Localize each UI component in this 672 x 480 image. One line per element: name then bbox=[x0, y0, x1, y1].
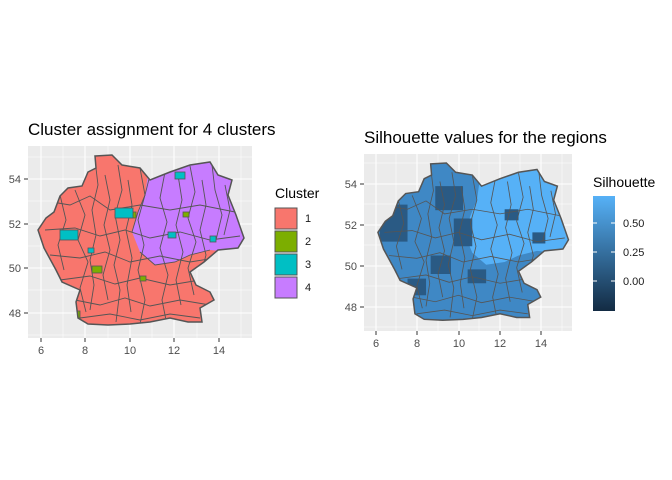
y-tick-label: 54 bbox=[9, 174, 21, 186]
silhouette-colorbar bbox=[593, 196, 615, 311]
x-tick-label: 14 bbox=[535, 338, 547, 350]
x-tick-label: 6 bbox=[373, 338, 379, 350]
legend-key-cluster-4 bbox=[274, 276, 298, 299]
x-tick-label: 8 bbox=[414, 338, 420, 350]
y-tick-label: 48 bbox=[345, 302, 357, 314]
y-tick-label: 52 bbox=[9, 219, 21, 231]
cluster-4-region bbox=[132, 160, 244, 265]
legend-label-cluster-3: 3 bbox=[305, 259, 311, 271]
legend-key-cluster-3 bbox=[274, 253, 298, 276]
silhouette-map-germany bbox=[377, 162, 570, 321]
x-tick-label: 6 bbox=[38, 345, 44, 357]
cluster-map-y-axis: 54 52 50 48 bbox=[9, 174, 28, 320]
silhouette-map-panel: Silhouette values for the regions bbox=[345, 128, 656, 350]
silhouette-x-axis: 6 8 10 12 14 bbox=[373, 331, 547, 350]
high-silhouette-region bbox=[464, 167, 569, 265]
colorbar-label: 0.00 bbox=[623, 276, 644, 288]
district-borders bbox=[39, 159, 241, 325]
y-tick-label: 48 bbox=[9, 308, 21, 320]
legend-key-cluster-1 bbox=[274, 207, 298, 230]
x-tick-label: 10 bbox=[453, 338, 465, 350]
silhouette-district-borders bbox=[379, 167, 565, 320]
silhouette-legend-title: Silhouette bbox=[593, 174, 655, 190]
y-tick-label: 50 bbox=[345, 261, 357, 273]
x-tick-label: 12 bbox=[168, 345, 180, 357]
cluster-map-title: Cluster assignment for 4 clusters bbox=[28, 120, 276, 139]
legend-key-cluster-2 bbox=[274, 230, 298, 253]
legend-label-cluster-2: 2 bbox=[305, 236, 311, 248]
silhouette-legend: Silhouette 0.50 0.25 0.00 bbox=[593, 174, 655, 311]
colorbar-label: 0.50 bbox=[623, 218, 644, 230]
cluster-map-panel: Cluster assignment for 4 clusters bbox=[9, 120, 320, 357]
cluster-map-x-axis: 6 8 10 12 14 bbox=[38, 338, 225, 357]
y-tick-label: 52 bbox=[345, 220, 357, 232]
x-tick-label: 10 bbox=[124, 345, 136, 357]
cluster-legend: Cluster 1 2 3 4 bbox=[274, 185, 320, 299]
silhouette-y-axis: 54 52 50 48 bbox=[345, 179, 364, 314]
cluster-legend-title: Cluster bbox=[275, 185, 320, 201]
y-tick-label: 54 bbox=[345, 179, 357, 191]
x-tick-label: 12 bbox=[494, 338, 506, 350]
colorbar-label: 0.25 bbox=[623, 247, 644, 259]
legend-label-cluster-4: 4 bbox=[305, 282, 311, 294]
y-tick-label: 50 bbox=[9, 263, 21, 275]
silhouette-map-title: Silhouette values for the regions bbox=[364, 128, 607, 147]
legend-label-cluster-1: 1 bbox=[305, 213, 311, 225]
x-tick-label: 14 bbox=[213, 345, 225, 357]
cluster-3-patches bbox=[59, 171, 217, 254]
cluster-map-germany bbox=[37, 154, 245, 326]
x-tick-label: 8 bbox=[82, 345, 88, 357]
